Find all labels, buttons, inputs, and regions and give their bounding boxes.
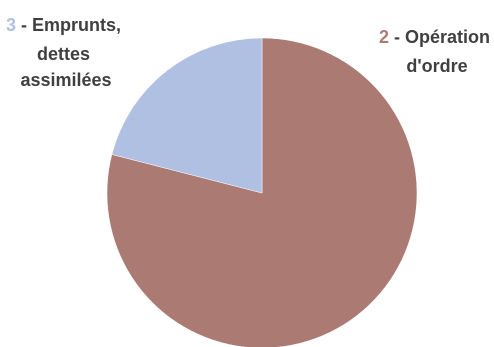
slice-name-line1-2: Opération [405, 27, 490, 47]
slice-name-line1-3: Emprunts, [32, 15, 121, 35]
slice-label-emprunts: 3 - Emprunts, dettes assimilées [6, 15, 126, 90]
pie-slices [106, 37, 418, 347]
slice-name-line2-3: dettes [37, 44, 90, 64]
slice-name-line2-2: d'ordre [406, 56, 467, 76]
slice-number-3: 3 [6, 15, 16, 35]
pie-slice-3 [111, 37, 263, 194]
pie-slice-2 [106, 37, 418, 347]
slice-number-2: 2 [379, 27, 389, 47]
slice-label-operation: 2 - Opération d'ordre [379, 27, 494, 76]
slice-name-line3-3: assimilées [20, 70, 111, 90]
